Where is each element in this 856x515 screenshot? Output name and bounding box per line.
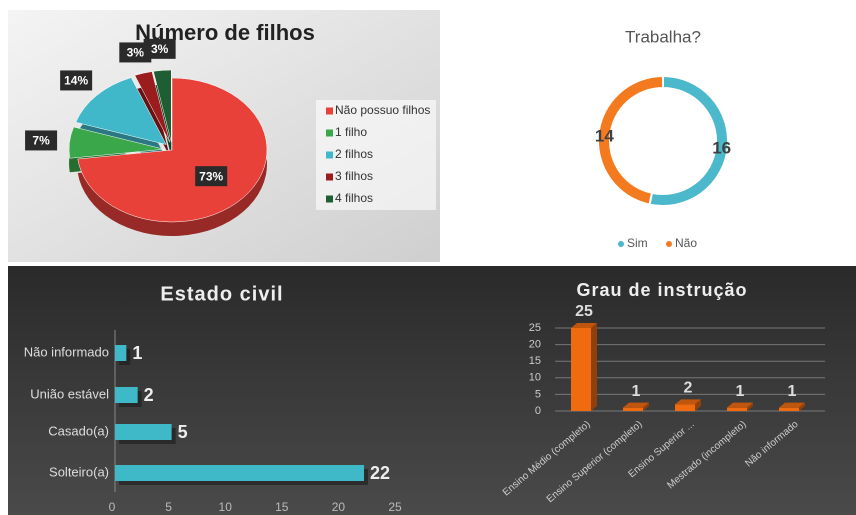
- data-label-box: [25, 130, 58, 151]
- panel-donut: [446, 10, 856, 262]
- data-label: 73%: [199, 169, 223, 183]
- bar: [115, 465, 365, 481]
- legend-label: Não possuo filhos: [335, 103, 430, 117]
- data-label-box: [60, 70, 93, 91]
- bar-cap: [779, 402, 805, 408]
- x-tick-label: 20: [332, 500, 346, 514]
- legend-label: Não: [675, 236, 697, 250]
- pie-slice: [68, 126, 165, 159]
- data-label: 14: [595, 126, 614, 145]
- legend-swatch: [666, 241, 672, 247]
- bar-cap: [571, 323, 597, 328]
- data-label: 22: [370, 463, 390, 483]
- category-label: Solteiro(a): [49, 464, 109, 479]
- bar: [115, 387, 138, 403]
- legend-box: [316, 100, 436, 210]
- category-label: Não informado: [24, 344, 109, 359]
- data-label: 1: [132, 343, 142, 363]
- bar: [623, 407, 643, 411]
- bar-side: [747, 402, 753, 411]
- data-label-box: [195, 166, 228, 187]
- x-tick-label: 15: [275, 500, 289, 514]
- pie-slice: [153, 69, 172, 143]
- bar-top: [115, 387, 138, 391]
- legend-label: 3 filhos: [335, 169, 373, 183]
- bar-side: [591, 323, 597, 411]
- y-tick-label: 15: [529, 355, 541, 367]
- category-label: União estável: [30, 386, 109, 401]
- legend-swatch: [326, 173, 333, 181]
- y-tick-label: 0: [535, 405, 541, 417]
- legend-swatch: [326, 129, 333, 137]
- x-tick-label: 25: [388, 500, 402, 514]
- legend-swatch: [618, 241, 624, 247]
- data-label: 7%: [32, 134, 50, 148]
- bar-side: [799, 402, 805, 411]
- x-tick-label: 5: [165, 500, 172, 514]
- data-label-box: [119, 42, 152, 63]
- x-tick-label: 10: [219, 500, 233, 514]
- bar: [115, 345, 127, 361]
- legend-label: 1 filho: [335, 125, 367, 139]
- bar: [779, 407, 799, 411]
- y-tick-label: 25: [529, 322, 541, 334]
- data-label: 2: [144, 385, 154, 405]
- chart-title: Trabalha?: [625, 27, 701, 46]
- y-tick-label: 10: [529, 372, 541, 384]
- category-label: Casado(a): [48, 423, 109, 438]
- data-label: 16: [712, 139, 731, 158]
- legend-label: Sim: [627, 236, 648, 250]
- y-tick-label: 20: [529, 339, 541, 351]
- bar: [675, 404, 695, 411]
- data-label: 14%: [64, 74, 88, 88]
- bar-cap: [727, 402, 753, 408]
- bar-top: [115, 424, 172, 428]
- data-label: 1: [736, 383, 745, 400]
- bar-top: [115, 465, 365, 469]
- data-label: 1: [788, 383, 797, 400]
- legend-label: 4 filhos: [335, 191, 373, 205]
- data-label-box: [143, 38, 176, 59]
- data-label: 1: [632, 383, 641, 400]
- legend-swatch: [326, 107, 333, 115]
- chart-title: Estado civil: [160, 283, 283, 305]
- legend-label: 2 filhos: [335, 147, 373, 161]
- data-label: 25: [575, 303, 593, 320]
- bar-side: [695, 399, 701, 411]
- bar-cap: [623, 402, 649, 408]
- bar: [727, 407, 747, 411]
- pie-slice: [75, 77, 167, 145]
- bar-side: [643, 402, 649, 411]
- x-tick-label: 0: [109, 500, 116, 514]
- pie-slice: [134, 71, 171, 143]
- bar-cap: [675, 399, 701, 405]
- data-label: 3%: [151, 42, 169, 56]
- y-tick-label: 5: [535, 388, 541, 400]
- legend-swatch: [326, 195, 333, 203]
- bar: [115, 424, 172, 440]
- data-label: 5: [178, 422, 188, 442]
- legend-swatch: [326, 151, 333, 159]
- chart-title: Grau de instrução: [576, 280, 747, 300]
- data-label: 2: [684, 380, 693, 397]
- data-label: 3%: [127, 46, 145, 60]
- bar-top: [115, 345, 127, 349]
- donut-slice: [597, 74, 664, 206]
- bar: [571, 328, 591, 411]
